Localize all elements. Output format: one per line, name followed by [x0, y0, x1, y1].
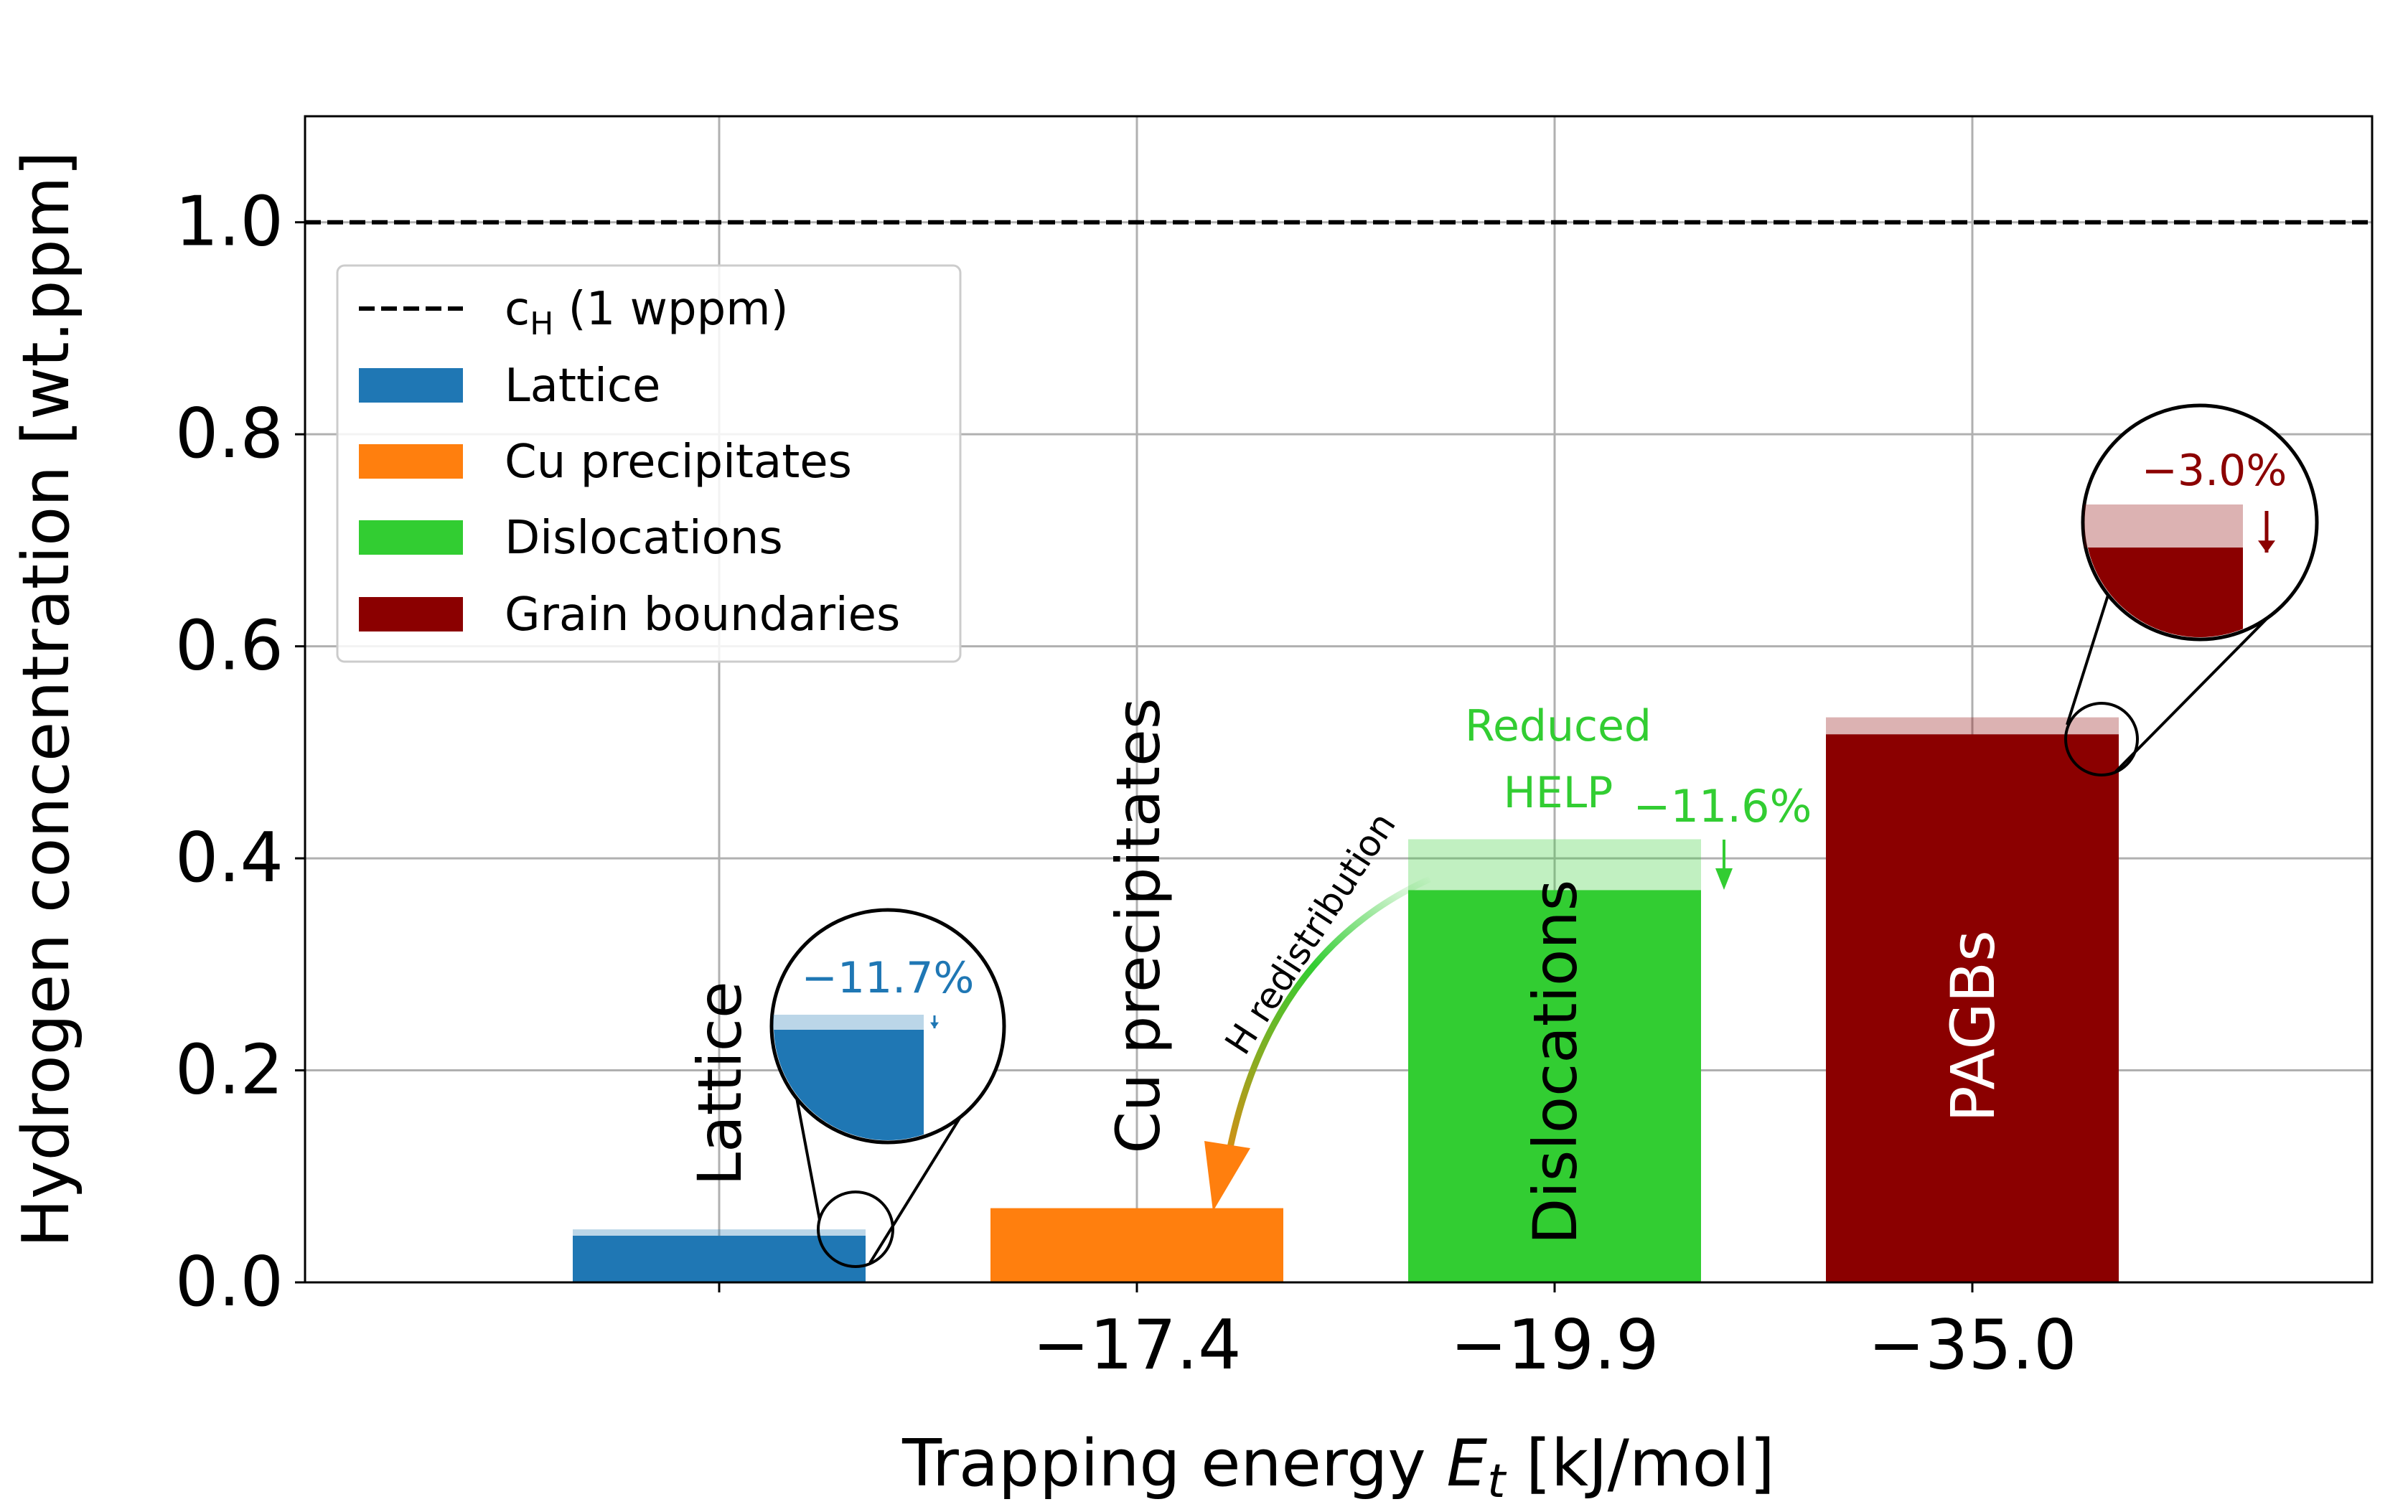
bar: [573, 1236, 866, 1282]
change-label: −3.0%: [2142, 446, 2287, 496]
y-tick-label: 0.4: [175, 819, 284, 898]
zoom-source-circle: [817, 1191, 894, 1268]
bar: [1408, 890, 1701, 1282]
legend-ref-subscript: H: [530, 306, 553, 342]
x-axis-label-subscript: t: [1487, 1455, 1507, 1508]
bar-removed-segment: [1826, 717, 2119, 735]
legend-swatch: [359, 597, 463, 631]
redistribution-arrow: [1222, 875, 1431, 1170]
bar-inner-label: PAGBs: [1938, 930, 2008, 1122]
x-tick-label: −19.9: [1450, 1306, 1659, 1385]
legend-swatch: [359, 444, 463, 479]
bar: [990, 1208, 1283, 1282]
zoom-connector: [2114, 594, 2291, 773]
change-label: −11.6%: [1634, 780, 1812, 832]
x-tick-label: −17.4: [1032, 1306, 1241, 1385]
y-tick-label: 0.2: [175, 1031, 284, 1110]
legend-label: Lattice: [505, 360, 660, 413]
change-label: −11.7%: [802, 953, 975, 1003]
y-axis-label: Hydrogen concentration [wt.ppm]: [9, 151, 84, 1248]
redistribution-arrowhead: [1204, 1141, 1250, 1211]
legend-ref-suffix: (1 wppm): [553, 283, 788, 336]
x-axis-label-variable: E: [1446, 1426, 1487, 1501]
bar-labels: Lattice Cu precipitates Dislocations PAGBs: [685, 698, 2008, 1244]
zoom-source-circle: [2064, 702, 2139, 776]
x-axis-label: Trapping energy Et [kJ/mol]: [901, 1426, 1775, 1508]
help-label-line2: HELP: [1504, 768, 1613, 818]
legend-box: [336, 264, 962, 663]
bar-removed-segment: [573, 1229, 866, 1236]
zoom-connector: [2066, 588, 2112, 726]
bar-inner-label: Cu precipitates: [1103, 698, 1173, 1153]
zoom-connector: [795, 1097, 821, 1221]
legend-label: Dislocations: [505, 512, 783, 565]
y-tick-label: 0.0: [175, 1243, 284, 1322]
legend-label: Cu precipitates: [505, 436, 852, 489]
zoom-change-arrowhead: [2258, 540, 2275, 553]
legend-swatch: [359, 520, 463, 555]
legend-label-reference: cH (1 wppm): [505, 283, 789, 342]
y-tick-label: 0.8: [175, 395, 284, 474]
legend: cH (1 wppm) Lattice Cu precipitates Disloca…: [336, 264, 962, 663]
zoom-change-arrowhead: [930, 1022, 939, 1028]
change-arrowhead: [1715, 868, 1733, 890]
legend-label: Grain boundaries: [505, 588, 900, 642]
y-tick-label: 1.0: [175, 183, 284, 262]
x-axis-label-prefix: Trapping energy: [901, 1426, 1446, 1501]
axis-ticks: 0.0 0.2 0.4 0.6 0.8 1.0 −17.4 −19.9 −35.0: [175, 183, 2077, 1385]
bars: [573, 717, 2119, 1282]
zoom-removed-segment: [2084, 504, 2243, 548]
legend-ref-symbol: c: [505, 283, 530, 336]
zoom-removed-segment: [773, 1015, 924, 1030]
bar-inner-label: Dislocations: [1520, 880, 1591, 1245]
y-tick-label: 0.6: [175, 607, 284, 686]
x-tick-label: −35.0: [1868, 1306, 2076, 1385]
help-label-line1: Reduced: [1465, 701, 1652, 751]
plot-frame: [304, 115, 2374, 1284]
bar: [1826, 734, 2119, 1282]
bar-removed-segment: [1408, 839, 1701, 891]
bar-inner-label: Lattice: [685, 981, 755, 1185]
x-axis-label-suffix: [kJ/mol]: [1505, 1426, 1775, 1501]
legend-swatch: [359, 368, 463, 403]
